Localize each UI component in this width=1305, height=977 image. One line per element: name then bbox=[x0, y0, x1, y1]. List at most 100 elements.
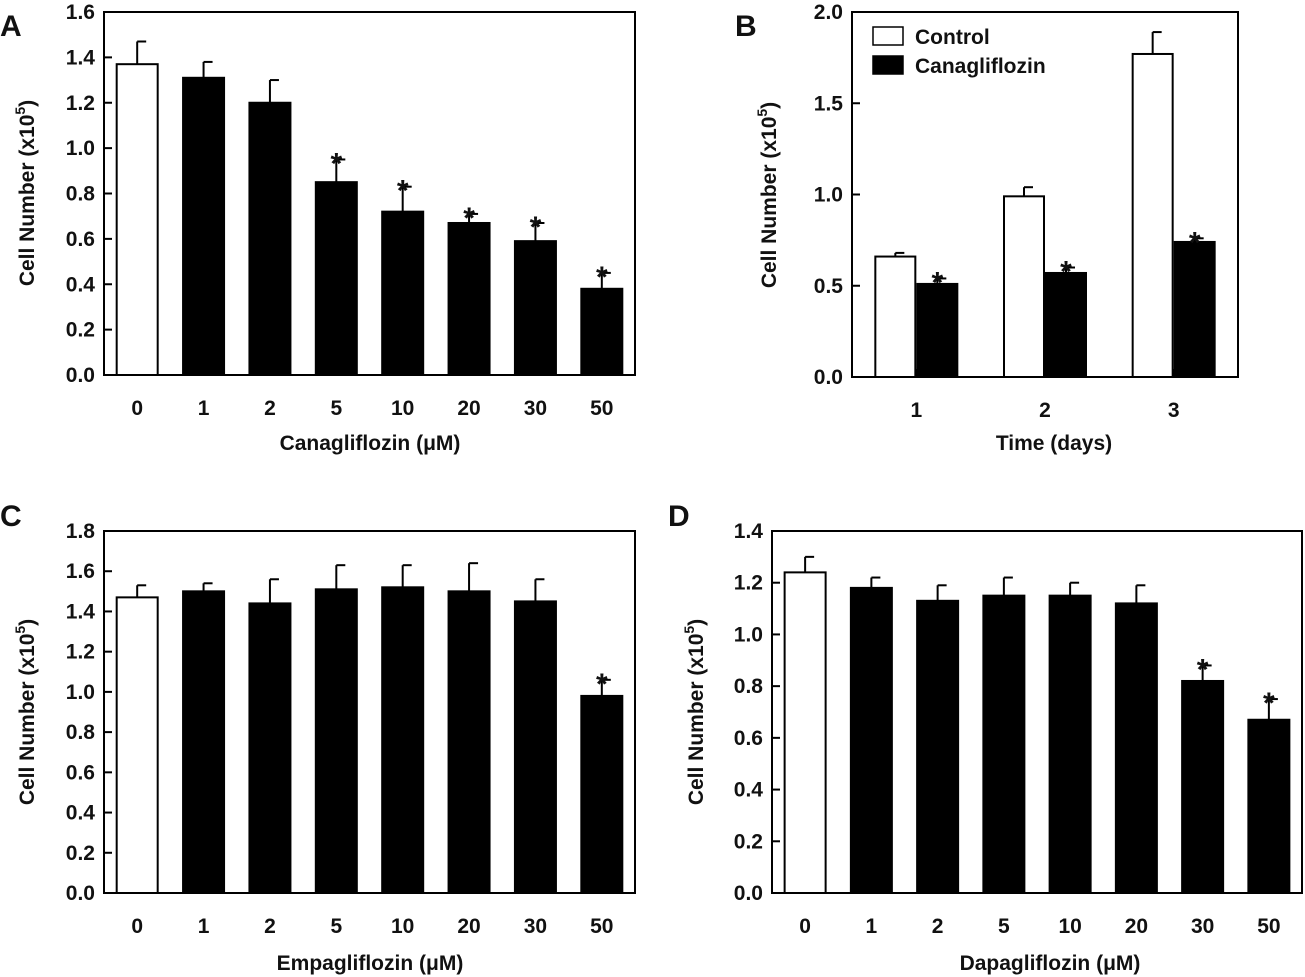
y-tick-label-c: 0.8 bbox=[66, 721, 96, 744]
panel-letter-c: C bbox=[0, 500, 22, 533]
plot-area-b: 0.0 0.5 1.0 1.5 2.0 * 1 * 2 * 3 bbox=[814, 1, 1239, 422]
bar-a-30 bbox=[513, 240, 557, 376]
y-tick-label-c: 1.4 bbox=[66, 600, 96, 623]
y-axis-title-close: ) bbox=[16, 100, 39, 107]
x-axis-title-a: Canagliflozin (μM) bbox=[280, 432, 461, 455]
y-tick-label-a: 0.2 bbox=[66, 319, 95, 342]
y-axis-title-main: Cell Number (x10 bbox=[16, 634, 39, 806]
x-tick-label-c: 1 bbox=[198, 915, 210, 938]
bar-a-50 bbox=[580, 287, 624, 377]
y-tick-label-a: 0.4 bbox=[66, 273, 96, 296]
x-axis-title-b: Time (days) bbox=[996, 432, 1112, 455]
y-tick-label-b: 0.0 bbox=[814, 366, 843, 389]
y-tick-label-d: 1.0 bbox=[734, 623, 763, 646]
x-tick-label-d: 50 bbox=[1257, 915, 1280, 938]
y-axis-title-text-b: Cell Number (x105) bbox=[754, 102, 781, 288]
chart-panel-d: D Cell Number (x105) Dapagliflozin (μM) … bbox=[668, 500, 1303, 975]
y-tick-label-d: 0.0 bbox=[734, 882, 763, 905]
x-tick-label-c: 5 bbox=[330, 915, 342, 938]
panel-letter-a: A bbox=[0, 10, 22, 43]
bar-c-20 bbox=[447, 590, 491, 894]
significance-star: * bbox=[530, 211, 542, 244]
x-tick-label-c: 20 bbox=[457, 915, 480, 938]
significance-star: * bbox=[1197, 653, 1209, 686]
bar-a-0 bbox=[115, 63, 159, 377]
x-axis-title-c: Empagliflozin (μM) bbox=[277, 952, 464, 975]
significance-star: * bbox=[596, 261, 608, 294]
plot-area-d: 0.0 0.2 0.4 0.6 0.8 1.0 1.2 1.4 0 1 2 5 10 20 * 30 * 50 bbox=[734, 520, 1303, 938]
y-tick-label-c: 0.4 bbox=[66, 802, 96, 825]
significance-star: * bbox=[596, 668, 608, 701]
bar-c-1 bbox=[182, 590, 226, 894]
y-tick-label-a: 1.0 bbox=[66, 137, 95, 160]
y-tick-label-a: 0.6 bbox=[66, 228, 95, 251]
plot-frame-c bbox=[103, 530, 636, 894]
x-tick-label-b: 1 bbox=[910, 399, 922, 422]
x-tick-label-a: 10 bbox=[391, 397, 414, 420]
plot-frame-b bbox=[851, 11, 1239, 378]
bar-c-2 bbox=[248, 602, 292, 895]
legend: Control Canagliflozin bbox=[872, 26, 1046, 78]
chart-panel-c: C Cell Number (x105) Empagliflozin (μM) … bbox=[0, 500, 636, 975]
y-tick-label-a: 1.6 bbox=[66, 1, 95, 24]
bar-a-5 bbox=[314, 181, 358, 376]
panel-letter-b: B bbox=[735, 10, 757, 43]
bar-d-30 bbox=[1181, 679, 1225, 894]
x-tick-label-d: 10 bbox=[1058, 915, 1081, 938]
x-tick-label-a: 0 bbox=[131, 397, 143, 420]
y-tick-label-c: 0.0 bbox=[66, 882, 95, 905]
y-axis-title-exponent: 5 bbox=[12, 626, 28, 634]
y-axis-title-d: Cell Number (x105) bbox=[681, 619, 708, 805]
x-tick-label-c: 30 bbox=[524, 915, 547, 938]
bar-d-1 bbox=[849, 586, 893, 895]
significance-star: * bbox=[397, 175, 409, 208]
x-tick-label-d: 1 bbox=[866, 915, 878, 938]
x-tick-label-a: 20 bbox=[457, 397, 480, 420]
x-tick-label-b: 2 bbox=[1039, 399, 1051, 422]
x-axis-title-d: Dapagliflozin (μM) bbox=[960, 952, 1141, 975]
significance-star: * bbox=[463, 202, 475, 235]
y-axis-title-close: ) bbox=[758, 102, 781, 109]
x-tick-label-a: 2 bbox=[264, 397, 276, 420]
y-axis-title-close: ) bbox=[16, 619, 39, 626]
chart-panel-a: A Cell Number (x105) Canagliflozin (μM) … bbox=[0, 1, 636, 455]
y-tick-label-c: 0.6 bbox=[66, 761, 95, 784]
bar-a-10 bbox=[381, 210, 425, 376]
y-axis-title-text-a: Cell Number (x105) bbox=[12, 100, 39, 286]
y-axis-title-a: Cell Number (x105) bbox=[12, 100, 39, 286]
plot-area-a: 0.0 0.2 0.4 0.6 0.8 1.0 1.2 1.4 1.6 0 1 2 * 5 * 10 * 20 * 3… bbox=[66, 1, 636, 420]
x-tick-label-c: 50 bbox=[590, 915, 613, 938]
bar-d-20 bbox=[1114, 602, 1158, 895]
y-tick-label-a: 1.2 bbox=[66, 92, 95, 115]
y-tick-label-b: 1.5 bbox=[814, 92, 844, 115]
bar-c-0 bbox=[115, 596, 159, 894]
bar-d-50 bbox=[1247, 718, 1291, 894]
chart-panel-b: B Cell Number (x105) Time (days) 0.0 0.5 1… bbox=[735, 1, 1239, 455]
x-tick-label-a: 5 bbox=[330, 397, 342, 420]
bar-control-1 bbox=[874, 255, 917, 378]
plot-frame-d bbox=[771, 530, 1303, 894]
bar-a-1 bbox=[182, 76, 226, 376]
legend-label-control: Control bbox=[915, 26, 990, 49]
x-tick-label-d: 2 bbox=[932, 915, 944, 938]
plot-frame-a bbox=[103, 11, 636, 376]
bar-c-50 bbox=[580, 694, 624, 895]
y-tick-label-d: 0.2 bbox=[734, 830, 763, 853]
legend-swatch-control bbox=[872, 26, 904, 46]
bar-c-30 bbox=[513, 600, 557, 895]
x-tick-label-c: 0 bbox=[131, 915, 143, 938]
x-tick-label-a: 50 bbox=[590, 397, 613, 420]
significance-star: * bbox=[931, 266, 943, 299]
x-tick-label-a: 1 bbox=[198, 397, 210, 420]
y-tick-label-a: 0.8 bbox=[66, 183, 96, 206]
y-axis-title-close: ) bbox=[685, 619, 708, 626]
x-tick-label-c: 2 bbox=[264, 915, 276, 938]
bar-canagliflozin-2 bbox=[1045, 271, 1087, 379]
significance-star: * bbox=[1263, 687, 1275, 720]
y-tick-label-c: 0.2 bbox=[66, 842, 95, 865]
y-tick-label-d: 1.2 bbox=[734, 572, 763, 595]
bar-c-10 bbox=[381, 586, 425, 894]
y-tick-label-a: 1.4 bbox=[66, 46, 96, 69]
plot-area-c: 0.0 0.2 0.4 0.6 0.8 1.0 1.2 1.4 1.6 1.8 0 1 2 5 10 20 30… bbox=[66, 520, 636, 938]
